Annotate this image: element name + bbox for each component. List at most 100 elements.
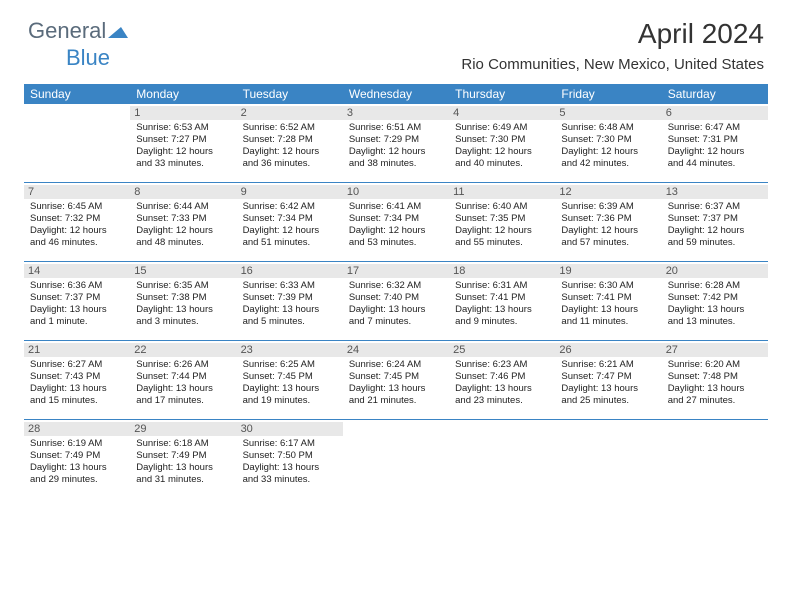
day-header-row: Sunday Monday Tuesday Wednesday Thursday… (24, 84, 768, 104)
day-details: Sunrise: 6:44 AMSunset: 7:33 PMDaylight:… (136, 201, 230, 249)
sunrise-text: Sunrise: 6:39 AM (561, 201, 633, 212)
sunset-text: Sunset: 7:42 PM (668, 292, 738, 303)
day-cell: 27Sunrise: 6:20 AMSunset: 7:48 PMDayligh… (662, 341, 768, 419)
daylight-text: Daylight: 13 hours and 23 minutes. (455, 383, 532, 406)
day-details: Sunrise: 6:36 AMSunset: 7:37 PMDaylight:… (30, 280, 124, 328)
page-title: April 2024 (638, 18, 764, 50)
daylight-text: Daylight: 12 hours and 59 minutes. (668, 225, 745, 248)
daylight-text: Daylight: 13 hours and 15 minutes. (30, 383, 107, 406)
sunrise-text: Sunrise: 6:49 AM (455, 122, 527, 133)
sunset-text: Sunset: 7:30 PM (455, 134, 525, 145)
sunset-text: Sunset: 7:39 PM (243, 292, 313, 303)
day-cell: 11Sunrise: 6:40 AMSunset: 7:35 PMDayligh… (449, 183, 555, 261)
daylight-text: Daylight: 13 hours and 3 minutes. (136, 304, 213, 327)
daylight-text: Daylight: 13 hours and 13 minutes. (668, 304, 745, 327)
sunset-text: Sunset: 7:34 PM (349, 213, 419, 224)
sunrise-text: Sunrise: 6:25 AM (243, 359, 315, 370)
day-number: 18 (449, 264, 555, 278)
daylight-text: Daylight: 12 hours and 53 minutes. (349, 225, 426, 248)
sunrise-text: Sunrise: 6:18 AM (136, 438, 208, 449)
day-number: 14 (24, 264, 130, 278)
day-details: Sunrise: 6:47 AMSunset: 7:31 PMDaylight:… (668, 122, 762, 170)
day-number: 16 (237, 264, 343, 278)
daylight-text: Daylight: 12 hours and 51 minutes. (243, 225, 320, 248)
day-cell (343, 420, 449, 498)
day-number: 30 (237, 422, 343, 436)
day-number: 28 (24, 422, 130, 436)
sunset-text: Sunset: 7:36 PM (561, 213, 631, 224)
daylight-text: Daylight: 12 hours and 48 minutes. (136, 225, 213, 248)
day-number: 1 (130, 106, 236, 120)
day-number: 6 (662, 106, 768, 120)
sunrise-text: Sunrise: 6:45 AM (30, 201, 102, 212)
sunrise-text: Sunrise: 6:48 AM (561, 122, 633, 133)
day-cell: 29Sunrise: 6:18 AMSunset: 7:49 PMDayligh… (130, 420, 236, 498)
day-number: 26 (555, 343, 661, 357)
day-cell: 24Sunrise: 6:24 AMSunset: 7:45 PMDayligh… (343, 341, 449, 419)
daylight-text: Daylight: 13 hours and 1 minute. (30, 304, 107, 327)
day-cell: 15 Sunrise: 6:35 AMSunset: 7:38 PMDayligh… (130, 262, 236, 340)
day-details: Sunrise: 6:20 AMSunset: 7:48 PMDaylight:… (668, 359, 762, 407)
daylight-text: Daylight: 12 hours and 46 minutes. (30, 225, 107, 248)
day-number: 15 (130, 264, 236, 278)
day-cell: 20Sunrise: 6:28 AMSunset: 7:42 PMDayligh… (662, 262, 768, 340)
day-cell: 7 Sunrise: 6:45 AMSunset: 7:32 PMDaylight… (24, 183, 130, 261)
sunset-text: Sunset: 7:30 PM (561, 134, 631, 145)
sunrise-text: Sunrise: 6:47 AM (668, 122, 740, 133)
day-details: Sunrise: 6:27 AMSunset: 7:43 PMDaylight:… (30, 359, 124, 407)
sunrise-text: Sunrise: 6:33 AM (243, 280, 315, 291)
day-number: 23 (237, 343, 343, 357)
sunset-text: Sunset: 7:34 PM (243, 213, 313, 224)
sunrise-text: Sunrise: 6:32 AM (349, 280, 421, 291)
day-cell: 18 Sunrise: 6:31 AMSunset: 7:41 PMDayligh… (449, 262, 555, 340)
sunset-text: Sunset: 7:38 PM (136, 292, 206, 303)
brand-part2: Blue (66, 45, 110, 70)
day-number: 13 (662, 185, 768, 199)
day-number: 17 (343, 264, 449, 278)
daylight-text: Daylight: 13 hours and 21 minutes. (349, 383, 426, 406)
sunset-text: Sunset: 7:49 PM (30, 450, 100, 461)
sunrise-text: Sunrise: 6:53 AM (136, 122, 208, 133)
day-details: Sunrise: 6:31 AMSunset: 7:41 PMDaylight:… (455, 280, 549, 328)
day-header: Tuesday (237, 84, 343, 104)
sunrise-text: Sunrise: 6:42 AM (243, 201, 315, 212)
sunrise-text: Sunrise: 6:35 AM (136, 280, 208, 291)
sunset-text: Sunset: 7:49 PM (136, 450, 206, 461)
week-row: 14 Sunrise: 6:36 AMSunset: 7:37 PMDayligh… (24, 262, 768, 341)
day-cell: 8 Sunrise: 6:44 AMSunset: 7:33 PMDaylight… (130, 183, 236, 261)
day-number: 7 (24, 185, 130, 199)
day-cell: 6 Sunrise: 6:47 AMSunset: 7:31 PMDaylight… (662, 104, 768, 182)
sunset-text: Sunset: 7:48 PM (668, 371, 738, 382)
day-cell: 21Sunrise: 6:27 AMSunset: 7:43 PMDayligh… (24, 341, 130, 419)
sunrise-text: Sunrise: 6:24 AM (349, 359, 421, 370)
day-cell: 16 Sunrise: 6:33 AMSunset: 7:39 PMDayligh… (237, 262, 343, 340)
sunset-text: Sunset: 7:29 PM (349, 134, 419, 145)
day-details: Sunrise: 6:45 AMSunset: 7:32 PMDaylight:… (30, 201, 124, 249)
day-details: Sunrise: 6:19 AMSunset: 7:49 PMDaylight:… (30, 438, 124, 486)
day-details: Sunrise: 6:33 AMSunset: 7:39 PMDaylight:… (243, 280, 337, 328)
daylight-text: Daylight: 13 hours and 11 minutes. (561, 304, 638, 327)
day-details: Sunrise: 6:35 AMSunset: 7:38 PMDaylight:… (136, 280, 230, 328)
day-header: Monday (130, 84, 236, 104)
sunset-text: Sunset: 7:32 PM (30, 213, 100, 224)
day-number: 12 (555, 185, 661, 199)
day-number: 19 (555, 264, 661, 278)
day-cell: 10Sunrise: 6:41 AMSunset: 7:34 PMDayligh… (343, 183, 449, 261)
day-number: 4 (449, 106, 555, 120)
sunrise-text: Sunrise: 6:23 AM (455, 359, 527, 370)
day-cell: 12Sunrise: 6:39 AMSunset: 7:36 PMDayligh… (555, 183, 661, 261)
sunrise-text: Sunrise: 6:20 AM (668, 359, 740, 370)
daylight-text: Daylight: 12 hours and 38 minutes. (349, 146, 426, 169)
day-cell: 23Sunrise: 6:25 AMSunset: 7:45 PMDayligh… (237, 341, 343, 419)
calendar-table: Sunday Monday Tuesday Wednesday Thursday… (24, 84, 768, 498)
sunset-text: Sunset: 7:27 PM (136, 134, 206, 145)
day-details: Sunrise: 6:37 AMSunset: 7:37 PMDaylight:… (668, 201, 762, 249)
page-subtitle: Rio Communities, New Mexico, United Stat… (461, 56, 764, 73)
sunrise-text: Sunrise: 6:17 AM (243, 438, 315, 449)
sunrise-text: Sunrise: 6:41 AM (349, 201, 421, 212)
sunset-text: Sunset: 7:37 PM (668, 213, 738, 224)
sunset-text: Sunset: 7:41 PM (561, 292, 631, 303)
brand-triangle-icon (108, 19, 128, 45)
day-details: Sunrise: 6:53 AMSunset: 7:27 PMDaylight:… (136, 122, 230, 170)
day-number: 8 (130, 185, 236, 199)
